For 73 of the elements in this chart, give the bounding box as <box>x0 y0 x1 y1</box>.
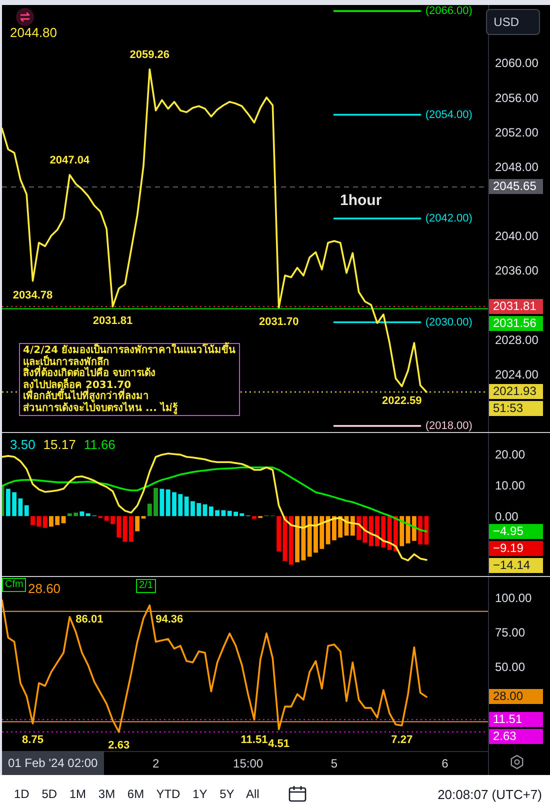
bar <box>42 516 48 528</box>
y-tick-label: 50.00 <box>495 660 526 674</box>
data-label: 86.01 <box>76 613 104 626</box>
x-tick-label: 15:00 <box>233 756 264 770</box>
bar <box>418 516 423 544</box>
bar <box>141 516 146 519</box>
data-label: 7.27 <box>391 734 413 746</box>
y-tick-label: 2052.00 <box>495 125 539 140</box>
y-tick-label: 2024.00 <box>495 367 539 382</box>
y-tick-label: 100.00 <box>495 590 532 605</box>
x-tick-label: 5 <box>330 756 338 770</box>
data-label: 2031.70 <box>258 316 299 328</box>
text: 2031.81 <box>489 299 543 314</box>
data-label: 94.36 <box>156 613 184 626</box>
y-tick-label: 75.00 <box>495 625 526 640</box>
text: 1D 5D 1M 3M 6M YTD 1Y 5Y All <box>14 787 260 801</box>
data-label: 2031.81 <box>92 315 133 328</box>
text: 51:53 <box>489 401 543 416</box>
bar <box>252 516 256 519</box>
bar <box>24 505 29 516</box>
text: 11.66 <box>84 437 116 452</box>
annotation: (2054.00) <box>425 108 472 121</box>
text: 28.00 <box>489 689 543 704</box>
bar <box>221 510 226 516</box>
y-tick-label: 2040.00 <box>495 229 539 244</box>
data-label: 11.51 <box>240 734 268 746</box>
y-tick-label: 20.00 <box>495 447 526 462</box>
bar <box>412 516 416 541</box>
annotation: (2042.00) <box>425 212 472 225</box>
text: −4.95 <box>489 524 543 539</box>
series-label: 28.60 <box>28 581 61 596</box>
y-tick-label: 2060.00 <box>495 56 539 70</box>
bar <box>400 516 404 546</box>
x-tick-label: 6 <box>442 756 449 770</box>
y-tick-label: 2048.00 <box>495 160 539 174</box>
text: 3.50 <box>10 437 36 452</box>
data-label: 2022.59 <box>382 394 422 407</box>
bar <box>160 488 164 516</box>
y-tick-label: 2036.00 <box>495 264 539 278</box>
data-label: 8.75 <box>22 734 44 746</box>
boxed-label: Cfm <box>2 578 26 592</box>
bar <box>288 516 294 565</box>
text: 2021.93 <box>489 384 543 400</box>
annotation: (2018.00) <box>425 420 472 432</box>
data-label: 2.63 <box>108 740 130 752</box>
data-label: 2034.78 <box>12 289 53 302</box>
text: 01 Feb '24 02:00 <box>2 751 104 775</box>
annotation: (2030.00) <box>425 316 472 328</box>
annotation: 1hour <box>340 192 382 209</box>
text: −9.19 <box>489 540 543 556</box>
x-tick-label: 2 <box>152 756 160 770</box>
text: 2045.65 <box>489 179 543 194</box>
data-label: 4.51 <box>268 738 290 750</box>
annotation: (2066.00) <box>425 5 472 18</box>
y-tick-label: 0.00 <box>495 509 519 524</box>
text: 2.63 <box>489 729 543 744</box>
text: −14.14 <box>489 558 543 573</box>
dropdown: USD <box>486 9 540 35</box>
text: 11.51 <box>489 712 543 728</box>
text: 2044.80 <box>10 25 57 40</box>
bar <box>350 516 355 536</box>
boxed-label: 2/1 <box>136 579 156 593</box>
annotation: 4/2/24 ยังมองเป็นการลงพักราคาในแนวโน้มขึ้น และเป็นการลงพักลึก สิ่งที่ต้องเกิดต่อไปคือ จบการเด้ง ลงไปปลดล็อค 2031.70 เพื่อกลับขึ้นไปที่สูงกว่าที่ลงมา ส่วนการเด้งจะไปจบตรงไหน ... ไม่รู้ <box>19 343 240 416</box>
text: 20:08:07 (UTC+7) <box>438 787 542 802</box>
series-label: 15.17 <box>43 437 76 452</box>
text: 2031.56 <box>489 316 543 332</box>
bar <box>135 516 140 532</box>
bar <box>276 516 282 552</box>
data-label: 2059.26 <box>130 48 170 61</box>
y-tick-label: 2056.00 <box>495 90 539 105</box>
data-label: 2047.04 <box>50 154 90 166</box>
y-tick-label: 2028.00 <box>495 332 539 347</box>
y-tick-label: 10.00 <box>495 478 526 492</box>
